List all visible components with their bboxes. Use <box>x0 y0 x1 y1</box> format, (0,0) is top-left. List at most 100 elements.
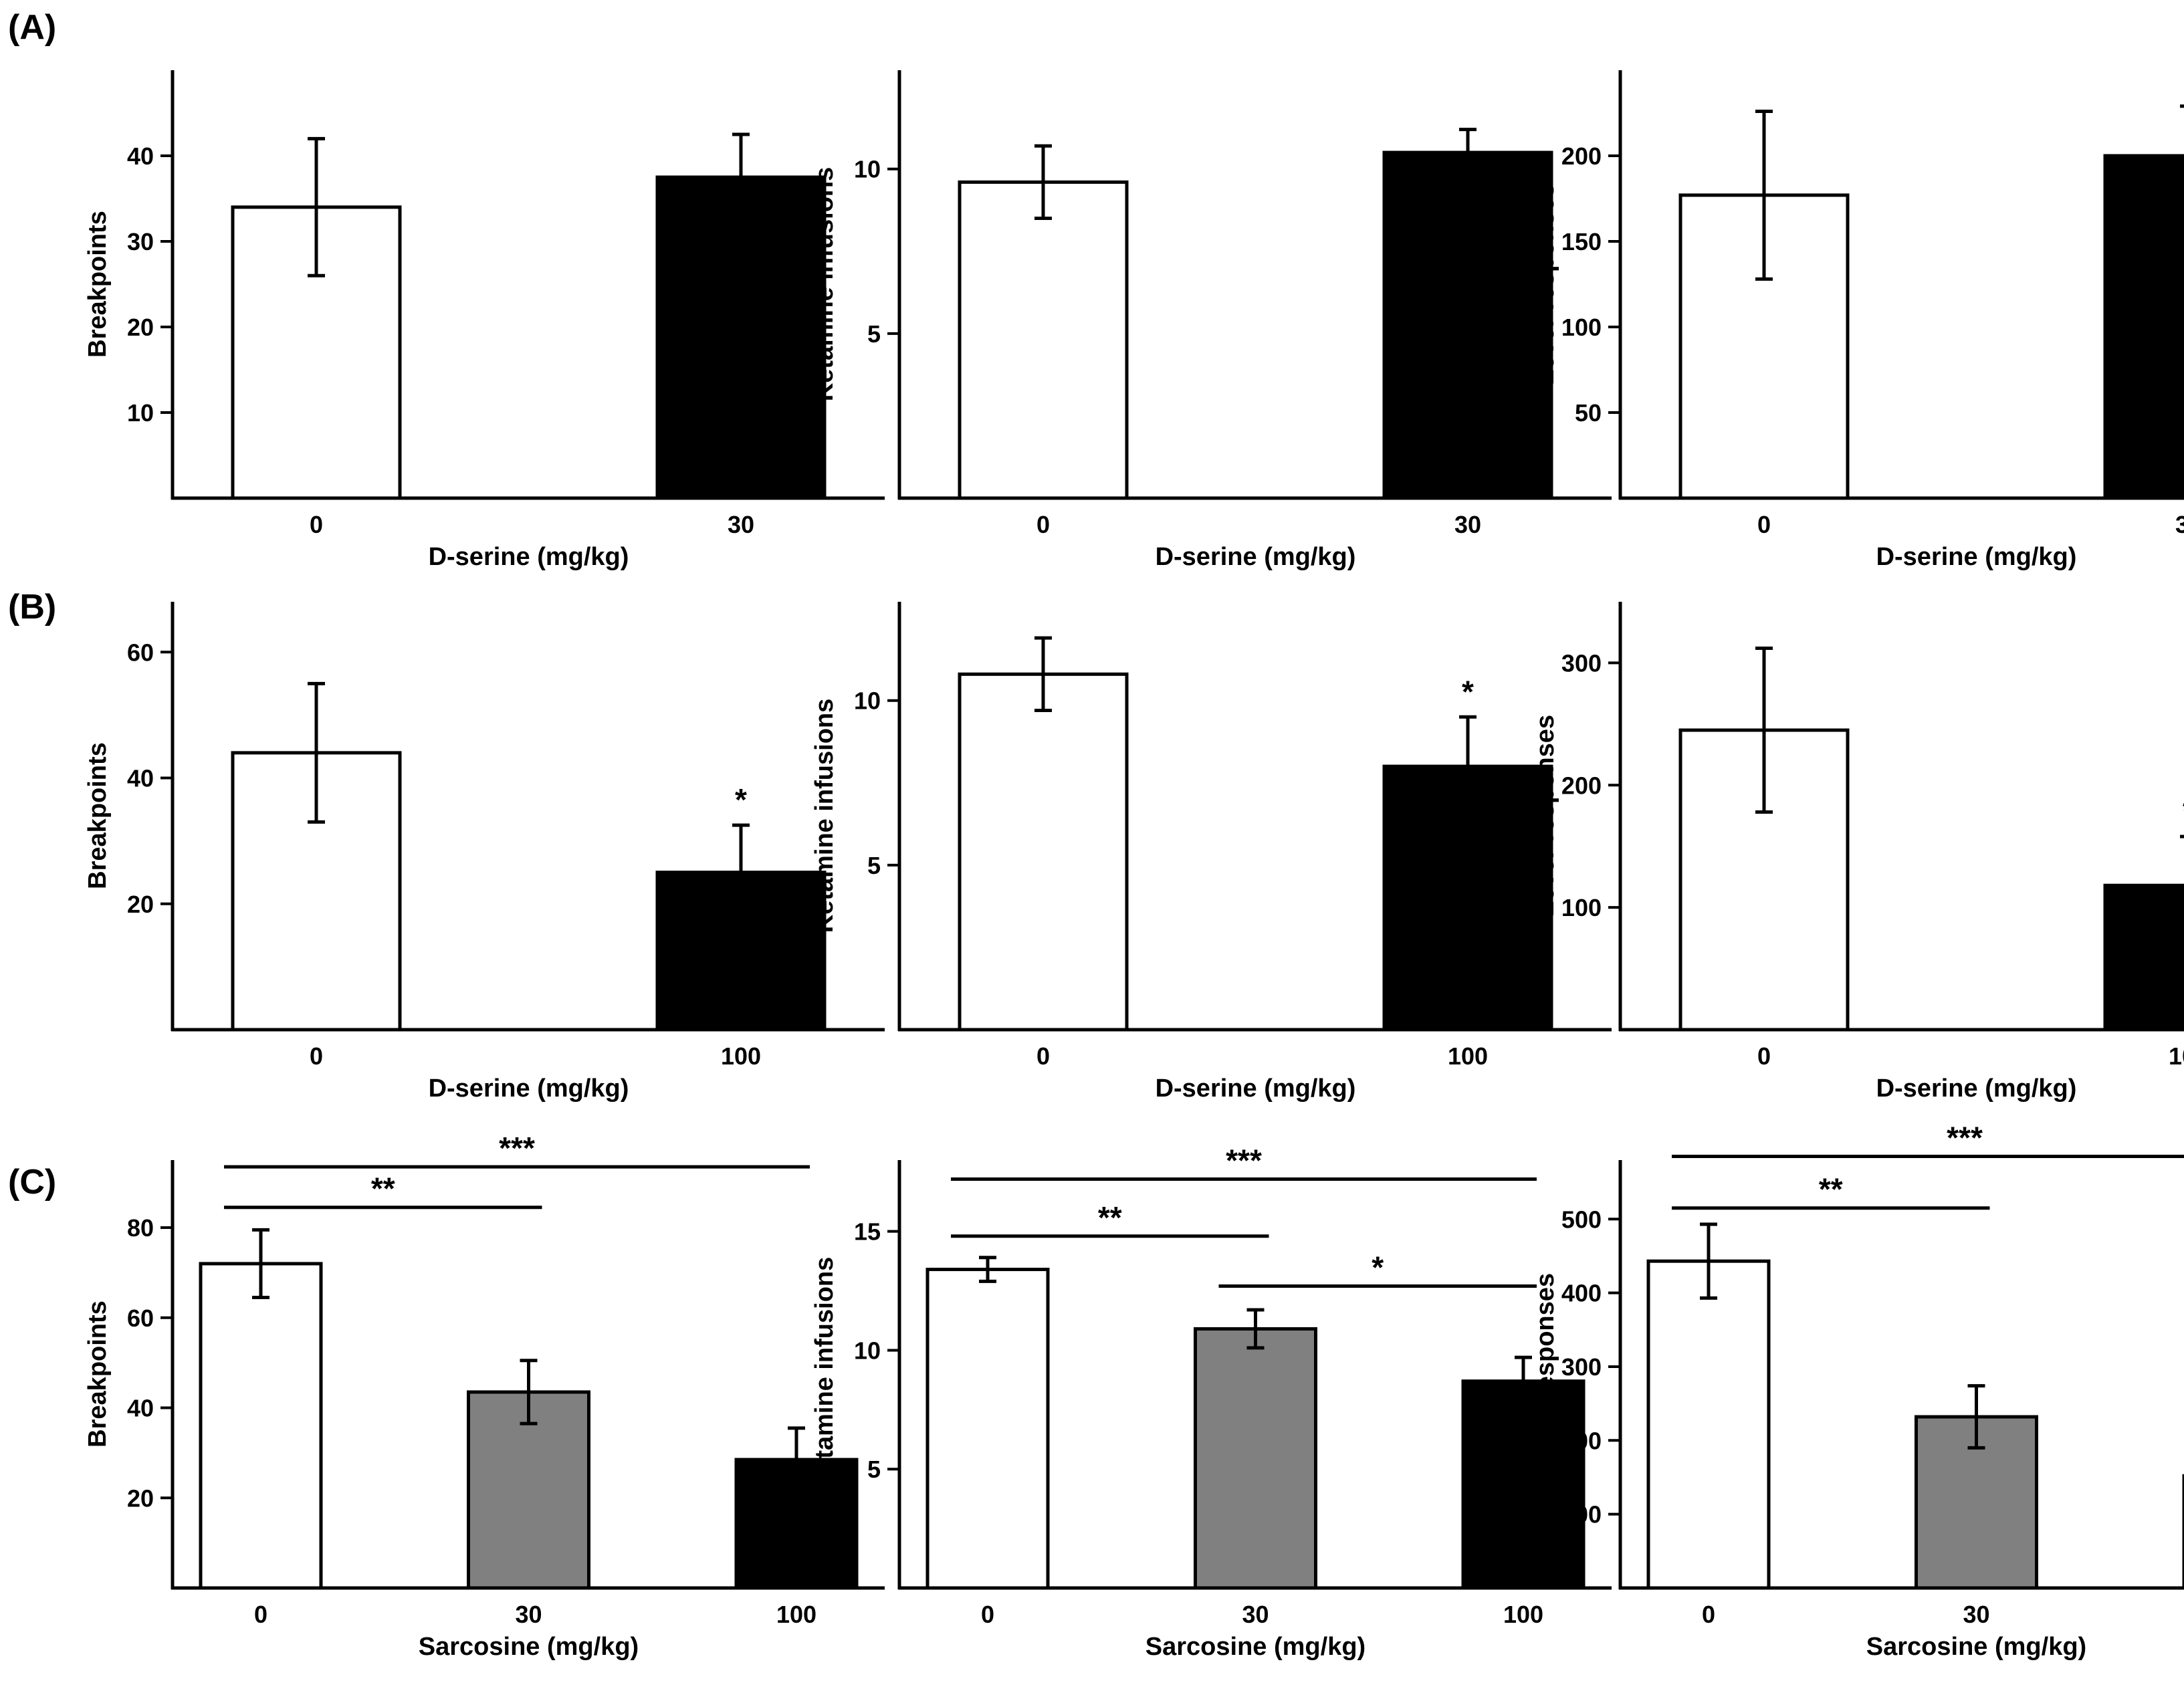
x-tick-label: 30 <box>1963 1601 1989 1628</box>
x-tick-label: 0 <box>254 1601 267 1628</box>
x-tick-label: 30 <box>728 511 754 538</box>
panel-label-c: (C) <box>8 1163 56 1202</box>
bar <box>1382 150 1553 500</box>
y-tick-label: 60 <box>127 639 154 666</box>
bar-group <box>467 1359 590 1590</box>
y-axis-title: Lever responses <box>1531 183 1559 385</box>
significance-label: ** <box>1098 1200 1122 1235</box>
bar <box>2103 154 2184 500</box>
y-tick-label: 10 <box>854 156 881 183</box>
panel-label-a: (A) <box>8 8 56 47</box>
y-tick-label: 10 <box>854 687 881 715</box>
y-tick-label: 60 <box>127 1304 154 1332</box>
chart-2-3: 100 200 300 Lever responses 0 100 D-serine (mg… <box>1531 602 2184 1103</box>
bar-group <box>734 1426 859 1590</box>
bar-group <box>958 636 1129 1032</box>
y-tick-label: 20 <box>127 314 154 341</box>
bar-group <box>655 823 827 1032</box>
significance-star: * <box>1462 674 1474 709</box>
significance-label: ** <box>1819 1172 1843 1207</box>
chart-1-1: 10 20 30 40 Breakpoints 0 30 D-serine (mg/kg) <box>84 70 885 571</box>
bar-group <box>1678 646 1850 1032</box>
y-tick-label: 5 <box>867 852 881 879</box>
y-tick-label: 5 <box>867 1456 881 1483</box>
x-axis-title: Sarcosine (mg/kg) <box>419 1633 639 1661</box>
y-tick-label: 300 <box>1561 1353 1602 1381</box>
bar-group <box>1194 1308 1317 1590</box>
x-tick-label: 30 <box>1454 511 1481 538</box>
bar-group <box>231 681 402 1032</box>
significance-star: * <box>2183 794 2184 828</box>
x-tick-label: 100 <box>1448 1042 1488 1070</box>
x-axis-title: D-serine (mg/kg) <box>1156 543 1356 571</box>
y-tick-label: 100 <box>1561 894 1602 921</box>
significance-label: * <box>1372 1250 1384 1284</box>
bar <box>1194 1327 1317 1590</box>
y-tick-label: 40 <box>127 142 154 170</box>
bar-group <box>1646 1222 1771 1590</box>
significance-label: ** <box>371 1171 395 1206</box>
significance-label: *** <box>499 1131 535 1165</box>
panel-label-b: (B) <box>8 588 56 627</box>
y-axis-title: Breakpoints <box>84 742 112 889</box>
y-axis-title: Ketamine infusions <box>810 699 839 933</box>
y-tick-label: 10 <box>854 1337 881 1364</box>
x-tick-label: 0 <box>1757 1042 1771 1070</box>
bar-group <box>1382 128 1553 500</box>
y-tick-label: 20 <box>127 1484 154 1512</box>
bar <box>2103 883 2184 1032</box>
bar <box>655 175 827 500</box>
significance-star: * <box>735 782 747 817</box>
x-tick-label: 0 <box>1757 511 1771 538</box>
x-tick-label: 0 <box>1036 1042 1050 1070</box>
y-axis-title: Ketamine infusions <box>810 1257 839 1492</box>
y-tick-label: 100 <box>1561 314 1602 341</box>
x-axis-title: D-serine (mg/kg) <box>1156 1074 1356 1103</box>
charts: 10 20 30 40 Breakpoints 0 30 D-serine (mg/kg) 5 1… <box>84 70 2184 1661</box>
x-tick-label: 0 <box>1702 1601 1715 1628</box>
bar-group <box>1678 109 1850 500</box>
bar-group <box>655 132 827 500</box>
y-tick-label: 200 <box>1561 772 1602 799</box>
y-tick-label: 15 <box>854 1218 881 1246</box>
y-tick-label: 400 <box>1561 1280 1602 1307</box>
y-axis-title: Lever responses <box>1531 715 1559 917</box>
y-tick-label: 40 <box>127 765 154 792</box>
bar <box>958 180 1129 500</box>
bar-group <box>958 144 1129 500</box>
chart-2-2: 5 10 Ketamine infusions 0 100 D-serine (mg/kg… <box>810 602 1612 1103</box>
bar-group <box>1915 1384 2038 1590</box>
y-axis-title: Ketamine infusions <box>810 167 839 402</box>
bar-group <box>199 1228 323 1590</box>
bar-group <box>1461 1355 1586 1590</box>
bar-group <box>1382 715 1553 1032</box>
y-tick-label: 20 <box>127 891 154 918</box>
y-tick-label: 80 <box>127 1214 154 1242</box>
x-tick-label: 30 <box>1242 1601 1269 1628</box>
x-axis-title: D-serine (mg/kg) <box>429 1074 629 1103</box>
x-tick-label: 100 <box>2169 1042 2184 1070</box>
y-tick-label: 50 <box>1575 399 1602 427</box>
bar-group <box>2103 834 2184 1032</box>
x-tick-label: 0 <box>310 1042 323 1070</box>
x-axis-title: D-serine (mg/kg) <box>1876 543 2077 571</box>
bar <box>199 1262 323 1590</box>
y-tick-label: 150 <box>1561 228 1602 255</box>
y-tick-label: 10 <box>127 399 154 427</box>
x-tick-label: 100 <box>721 1042 761 1070</box>
significance-label: *** <box>1226 1143 1262 1177</box>
x-axis-title: D-serine (mg/kg) <box>429 543 629 571</box>
x-tick-label: 30 <box>515 1601 542 1628</box>
x-axis-title: D-serine (mg/kg) <box>1876 1074 2077 1103</box>
y-axis-title: Lever responses <box>1531 1273 1559 1475</box>
y-tick-label: 200 <box>1561 1427 1602 1454</box>
x-tick-label: 30 <box>2175 511 2184 538</box>
x-tick-label: 100 <box>1503 1601 1543 1628</box>
bar-group <box>2103 104 2184 500</box>
bar <box>925 1268 1050 1590</box>
x-axis-title: Sarcosine (mg/kg) <box>1866 1633 2086 1661</box>
significance-label: *** <box>1947 1120 1983 1155</box>
y-axis-title: Breakpoints <box>84 211 112 358</box>
